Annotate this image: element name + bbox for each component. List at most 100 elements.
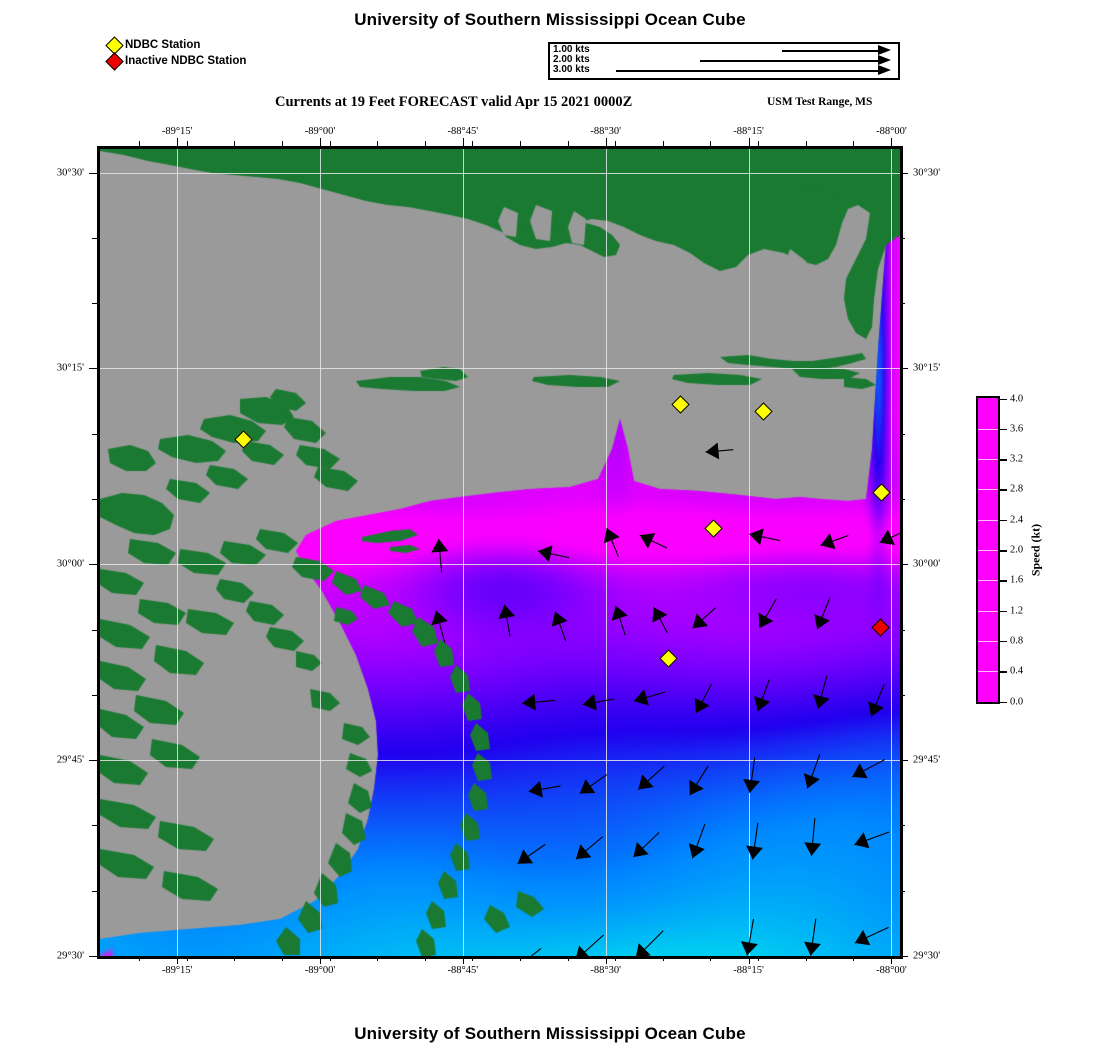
graticule-parallel	[100, 564, 900, 566]
current-vector-arrow	[652, 606, 669, 634]
current-vector-arrow	[582, 693, 615, 711]
x-axis-minor-tick	[234, 141, 236, 146]
y-axis-label-right: 29°45'	[913, 754, 941, 766]
scale-label-2kt: 2.00 kts	[553, 54, 591, 65]
x-axis-major-tick	[605, 956, 607, 964]
colorbar-tick-label: 2.0	[1010, 544, 1024, 556]
scale-label-1kt: 1.00 kts	[553, 44, 591, 55]
x-axis-major-tick	[748, 956, 750, 964]
x-axis-major-tick	[320, 956, 321, 964]
colorbar-tick-label: 1.6	[1010, 574, 1024, 586]
colorbar-tick	[1000, 428, 1007, 431]
colorbar-tick-label: 3.2	[1010, 453, 1024, 465]
graticule-parallel	[100, 172, 900, 174]
current-vector-arrow	[854, 831, 890, 849]
x-axis-minor-tick	[472, 141, 474, 146]
y-axis-label: 30°00'	[56, 558, 84, 570]
current-vector-arrow	[746, 822, 763, 860]
current-vector-arrow	[551, 611, 568, 642]
current-vector-arrow	[705, 442, 734, 460]
colorbar-tick	[1000, 489, 1007, 491]
legend-label-inactive: Inactive NDBC Station	[125, 55, 247, 67]
y-axis-label-right: 30°00'	[913, 558, 941, 570]
scale-shaft-3kt	[616, 70, 878, 72]
current-vector-arrow	[636, 930, 664, 956]
x-axis-minor-tick	[567, 956, 569, 961]
graticule-meridian	[177, 149, 179, 956]
current-vector-arrow	[603, 527, 620, 557]
current-vector-arrow	[522, 693, 556, 711]
scale-shaft-2kt	[700, 60, 878, 62]
y-axis-minor-tick	[92, 825, 97, 827]
x-axis-minor-tick	[139, 956, 141, 961]
y-axis-label-right: 30°15'	[913, 362, 941, 374]
y-axis-major-tick	[900, 172, 908, 174]
current-speed-field	[100, 149, 900, 956]
y-axis-major-tick	[900, 760, 908, 762]
current-vector-arrow	[692, 607, 717, 629]
scale-row-1kt: 1.00 kts	[550, 44, 898, 56]
current-vector-arrow	[528, 780, 561, 798]
x-axis-label: -88°30'	[590, 965, 621, 976]
map-panel[interactable]	[97, 146, 903, 959]
current-vector-arrow	[431, 538, 449, 573]
x-axis-minor-tick	[424, 956, 426, 961]
y-axis-major-tick	[89, 956, 97, 957]
x-axis-minor-tick	[853, 141, 855, 146]
y-axis-major-tick	[900, 956, 908, 957]
colorbar-inner-tick	[978, 671, 998, 673]
y-axis-label: 29°30'	[56, 950, 84, 962]
x-axis-minor-tick	[758, 141, 760, 146]
x-axis-minor-tick	[281, 956, 283, 961]
current-vector-arrow	[879, 529, 900, 545]
y-axis-minor-tick	[900, 825, 905, 827]
y-axis-label: 30°30'	[56, 167, 84, 178]
current-vector-arrow	[575, 836, 604, 860]
scale-arrowhead-1kt	[878, 45, 891, 55]
x-axis-minor-tick	[805, 956, 807, 961]
current-vector-arrow	[639, 533, 668, 549]
x-axis-label: -89°15'	[161, 965, 193, 976]
x-axis-minor-tick	[139, 141, 141, 146]
x-axis-minor-tick	[186, 141, 188, 146]
colorbar-tick	[1000, 640, 1007, 643]
y-axis-minor-tick	[900, 498, 905, 500]
scale-arrowhead-2kt	[878, 55, 891, 65]
colorbar-tick	[1000, 580, 1007, 582]
y-axis-label-right: 30°30'	[913, 167, 941, 178]
current-vector-arrow	[530, 948, 542, 956]
current-vector-arrow	[689, 765, 709, 796]
x-axis-minor-tick	[615, 141, 617, 146]
current-vector-arrow	[813, 675, 830, 710]
x-axis-minor-tick	[567, 141, 569, 146]
colorbar-tick	[1000, 701, 1007, 703]
y-axis-major-tick	[89, 760, 97, 762]
current-vector-arrow	[633, 831, 660, 858]
x-axis-label: -88°00'	[876, 965, 907, 976]
colorbar-tick-label: 2.8	[1010, 483, 1024, 495]
y-axis-major-tick	[89, 368, 97, 370]
vector-scale-legend: 1.00 kts 2.00 kts 3.00 kts	[548, 42, 900, 80]
x-axis-minor-tick	[281, 141, 283, 146]
scale-arrowhead-3kt	[878, 65, 891, 75]
x-axis-minor-tick	[853, 956, 855, 961]
current-vector-arrow	[576, 934, 605, 956]
graticule-meridian	[748, 149, 750, 956]
graticule-meridian	[462, 149, 464, 956]
x-axis-minor-tick	[472, 956, 474, 961]
x-axis-minor-tick	[186, 956, 188, 961]
x-axis-major-tick	[462, 956, 464, 964]
colorbar-tick-label: 3.6	[1010, 423, 1024, 435]
current-vector-arrow	[611, 605, 628, 636]
x-axis-label: -89°00'	[304, 965, 336, 976]
current-vector-arrow	[633, 689, 666, 706]
colorbar-tick	[1000, 459, 1007, 461]
y-axis-minor-tick	[900, 433, 905, 435]
current-vector-arrow	[803, 753, 821, 789]
colorbar-inner-tick	[978, 519, 998, 521]
x-axis-minor-tick	[377, 141, 379, 146]
x-axis-label: -88°45'	[447, 965, 479, 976]
graticule-meridian	[605, 149, 607, 956]
x-axis-major-tick	[891, 138, 893, 146]
current-vector-arrow	[694, 683, 713, 714]
